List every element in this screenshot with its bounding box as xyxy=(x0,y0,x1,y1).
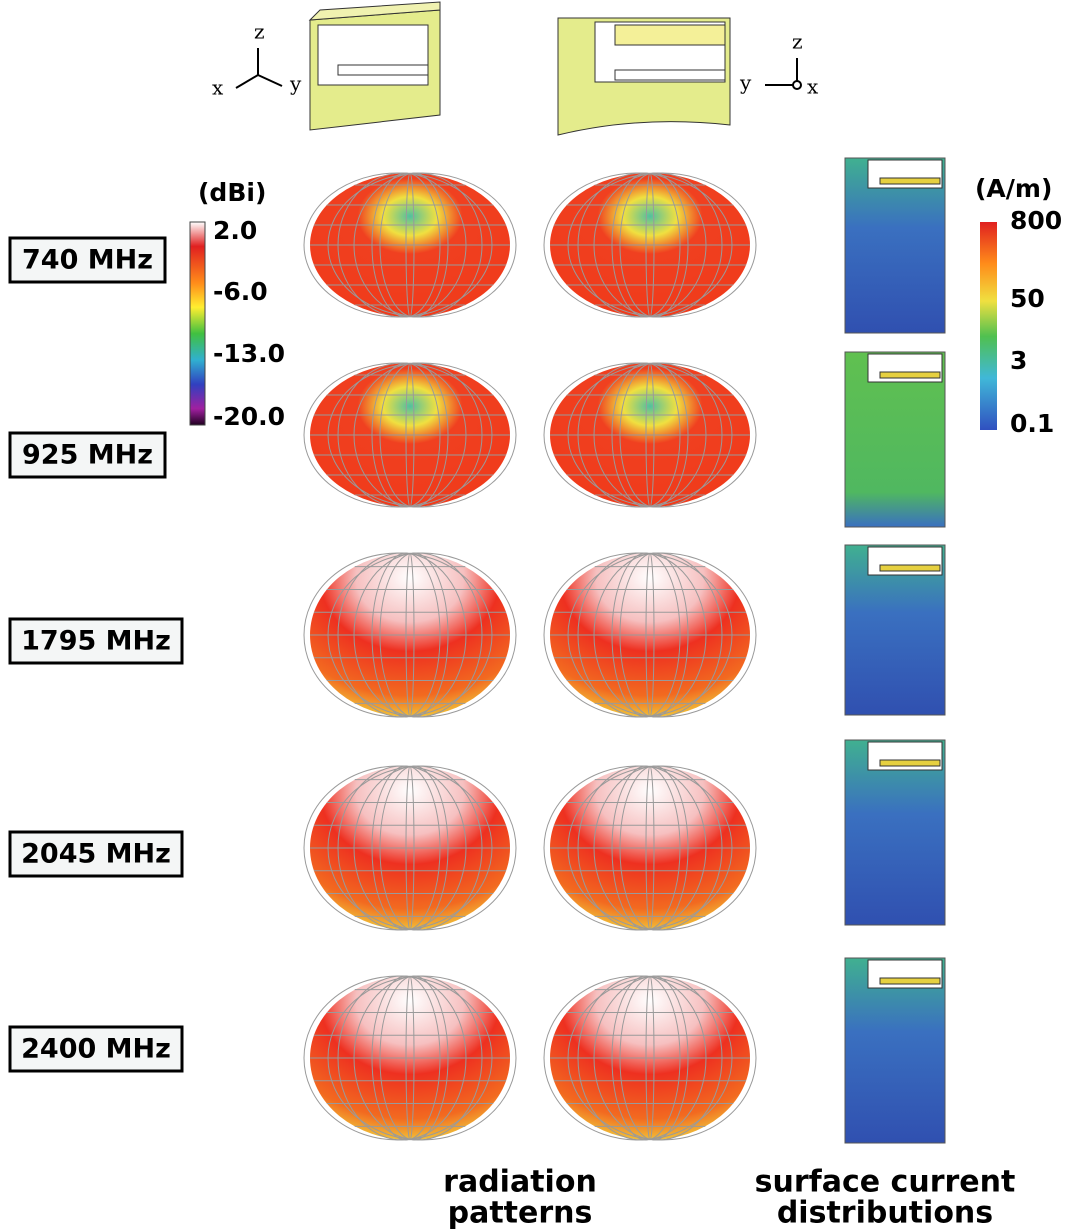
radiation-pattern xyxy=(544,766,756,930)
radiation-pattern xyxy=(544,976,756,1140)
caption: surface current xyxy=(755,1165,1016,1200)
current-map-antenna xyxy=(880,760,940,766)
gain-tick-label: 2.0 xyxy=(213,216,257,245)
caption: radiation xyxy=(443,1165,597,1200)
gain-tick-label: -6.0 xyxy=(213,277,268,306)
frequency-label: 925 MHz xyxy=(22,440,153,471)
radiation-pattern xyxy=(544,173,756,317)
caption: patterns xyxy=(448,1196,593,1231)
figure: z x y z y x (dBi) (A/m) radiation patter… xyxy=(0,0,1090,1232)
current-tick-label: 3 xyxy=(1010,346,1027,375)
gain-colorbar xyxy=(190,222,205,425)
current-map-antenna xyxy=(880,565,940,571)
current-unit: (A/m) xyxy=(975,174,1052,203)
caption: distributions xyxy=(777,1196,993,1231)
radiation-pattern xyxy=(304,173,516,317)
current-tick-label: 0.1 xyxy=(1010,409,1054,438)
axes-right xyxy=(765,58,801,89)
axis-label: z xyxy=(792,30,803,54)
current-tick-label: 800 xyxy=(1010,206,1062,235)
radiation-pattern xyxy=(304,976,516,1140)
current-map-antenna xyxy=(880,978,940,984)
antenna-model-right xyxy=(558,18,730,135)
axis-label: x xyxy=(807,75,819,99)
radiation-pattern xyxy=(544,553,756,717)
axis-label: y xyxy=(739,71,752,95)
radiation-pattern xyxy=(304,553,516,717)
gain-unit: (dBi) xyxy=(198,178,266,207)
frequency-label: 1795 MHz xyxy=(21,626,171,657)
axis-label: x xyxy=(212,76,224,100)
frequency-label: 2045 MHz xyxy=(21,839,171,870)
radiation-pattern xyxy=(304,363,516,507)
current-map-antenna xyxy=(880,372,940,378)
gain-tick-label: -13.0 xyxy=(213,339,285,368)
axis-label: z xyxy=(254,20,265,44)
frequency-label: 740 MHz xyxy=(22,245,153,276)
antenna-model-left xyxy=(310,2,440,130)
radiation-pattern xyxy=(304,766,516,930)
axes-left xyxy=(236,48,282,88)
gain-tick-label: -20.0 xyxy=(213,402,285,431)
axis-label: y xyxy=(289,72,302,96)
current-tick-label: 50 xyxy=(1010,284,1045,313)
current-colorbar xyxy=(980,222,997,430)
current-map-antenna xyxy=(880,178,940,184)
frequency-label: 2400 MHz xyxy=(21,1034,171,1065)
radiation-pattern xyxy=(544,363,756,507)
